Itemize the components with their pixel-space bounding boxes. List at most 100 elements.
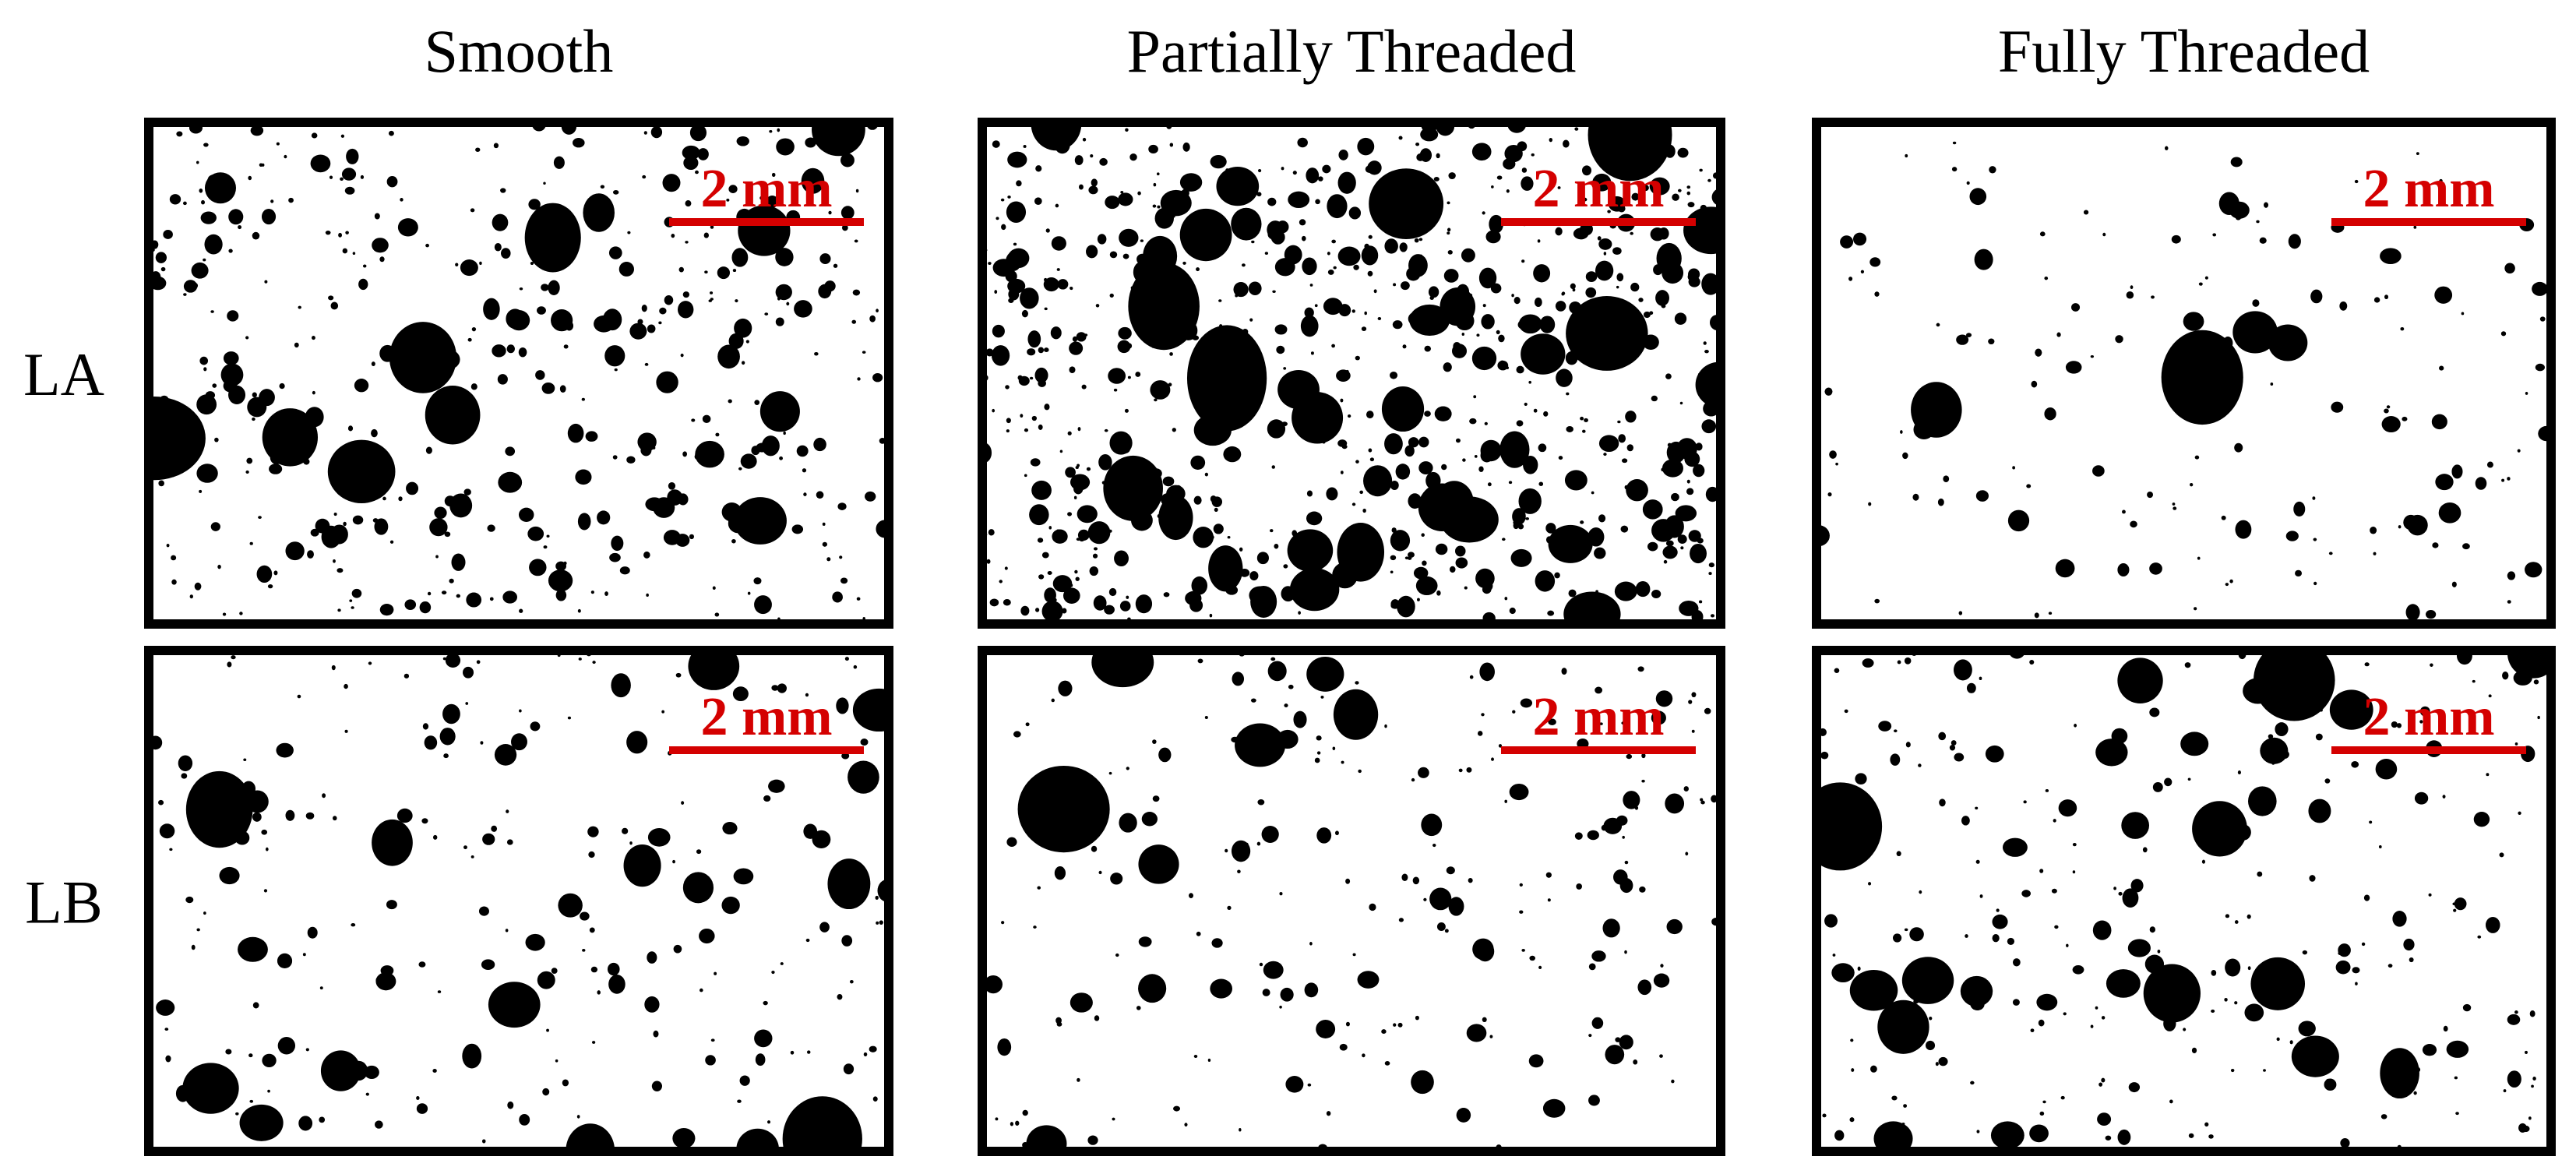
pore (805, 137, 816, 148)
pore (1564, 470, 1588, 491)
pore (1622, 594, 1626, 598)
pore (1007, 248, 1030, 269)
panel-frame (144, 118, 893, 629)
pore (2039, 231, 2046, 237)
pore (1000, 198, 1005, 202)
pore (420, 373, 426, 379)
pore (463, 488, 471, 495)
pore (2501, 478, 2505, 482)
pore (2048, 612, 2053, 615)
pore (1280, 987, 1294, 1002)
pore (818, 284, 832, 299)
pore (1153, 282, 1165, 292)
pore (2198, 282, 2203, 286)
pore (1641, 779, 1645, 783)
pore (1138, 974, 1167, 1003)
pore (840, 577, 848, 584)
pore (200, 211, 217, 224)
pore (1708, 572, 1712, 576)
pore (581, 397, 586, 401)
pore (2012, 999, 2020, 1006)
pore (1087, 1135, 1098, 1145)
pore (2268, 324, 2308, 361)
pore (656, 371, 678, 393)
pore (1113, 388, 1118, 392)
pore (2229, 579, 2233, 583)
pore (1043, 277, 1059, 292)
pore (1894, 729, 1898, 733)
pore (1158, 747, 1172, 763)
pore (1595, 686, 1603, 694)
pore (1687, 202, 1695, 208)
pore (675, 534, 690, 547)
pore (1037, 538, 1044, 543)
pore (1006, 837, 1017, 847)
pore (1141, 812, 1158, 827)
pore (1705, 486, 1720, 502)
pore (735, 299, 738, 303)
pore (1211, 938, 1223, 948)
pore (227, 661, 232, 668)
pore (1518, 488, 1542, 514)
pore (1185, 591, 1202, 606)
pore (2173, 506, 2177, 510)
pore (1390, 602, 1398, 609)
pore (745, 340, 749, 344)
pore (1072, 336, 1078, 342)
pore (1542, 1098, 1566, 1118)
pore (1053, 598, 1057, 602)
pore (2169, 1099, 2173, 1104)
pore (1547, 898, 1551, 902)
pore (851, 319, 857, 324)
pore (1584, 418, 1588, 423)
pore (2503, 1089, 2507, 1093)
pore (497, 374, 508, 385)
pore (1065, 467, 1076, 478)
pore (2071, 303, 2081, 312)
pore (519, 287, 523, 291)
pore (1565, 351, 1578, 365)
pore (2324, 778, 2331, 784)
pore (779, 456, 784, 460)
pore (298, 1116, 313, 1131)
pore (1279, 892, 1283, 896)
pore (2026, 484, 2032, 488)
pore (1172, 866, 1176, 870)
pore (505, 446, 516, 457)
pore (801, 167, 825, 194)
pore (836, 697, 849, 714)
pore (1373, 289, 1377, 294)
pore (786, 301, 790, 306)
pore (1566, 392, 1570, 396)
pore (2218, 192, 2239, 215)
pore (2117, 658, 2163, 703)
pore (2030, 1028, 2035, 1033)
pore (1365, 165, 1374, 174)
pore (1683, 786, 1689, 792)
pore (1044, 587, 1056, 603)
pore (1008, 288, 1020, 301)
pore (1558, 456, 1563, 460)
pore (738, 205, 791, 256)
pore (185, 770, 253, 848)
pore (1943, 475, 1950, 483)
pore (1873, 1121, 1913, 1151)
pore (2183, 312, 2204, 331)
pore (1651, 710, 1666, 725)
pore (1231, 207, 1262, 241)
pore (1232, 672, 1245, 686)
pore (1125, 439, 1129, 443)
pore (1641, 753, 1646, 759)
pore (2392, 911, 2407, 927)
pore (1196, 931, 1201, 936)
pore (2252, 299, 2260, 307)
pore (1326, 1111, 1331, 1116)
pore (576, 1115, 580, 1119)
pore (759, 391, 800, 432)
pore (379, 344, 396, 362)
pore (1256, 841, 1261, 846)
pore (1157, 205, 1161, 209)
pore (2044, 277, 2049, 280)
pore (608, 975, 625, 994)
pore (1316, 1019, 1336, 1038)
